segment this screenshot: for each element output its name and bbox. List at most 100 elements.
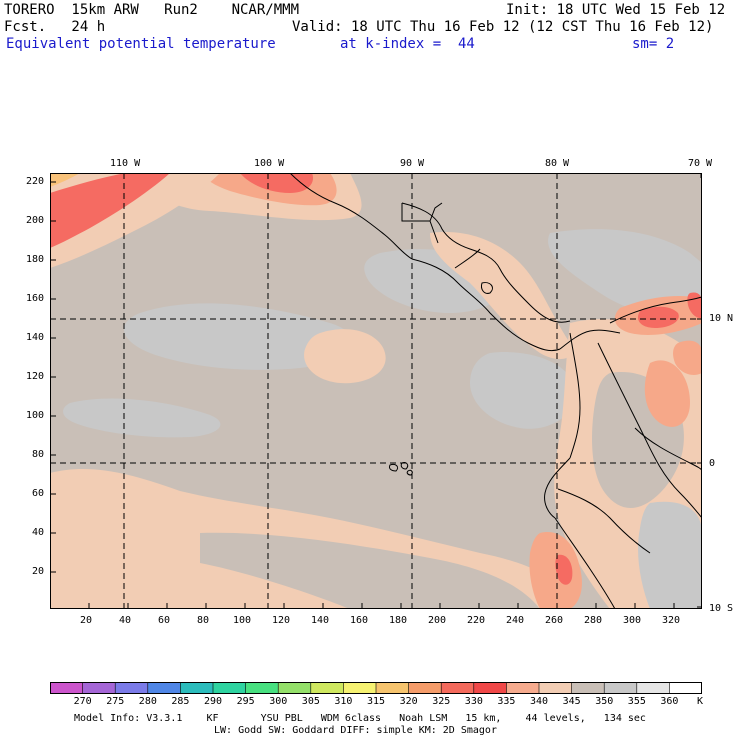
- y-index-label: 40: [31, 527, 44, 538]
- coastline-caribbean-sa: [609, 296, 702, 324]
- coastline-panama: [559, 329, 621, 350]
- x-index-label: 280: [584, 615, 603, 626]
- field-cold-patch: [470, 352, 576, 429]
- coastlines: [289, 173, 702, 609]
- colorbar-cell: [603, 682, 638, 694]
- border-sa-2: [634, 427, 702, 472]
- colorbar-cell: [571, 682, 605, 694]
- colorbar-tick-label: 275: [106, 696, 125, 707]
- x-index-label: 100: [233, 615, 252, 626]
- colorbar-cell: [375, 682, 410, 694]
- x-index-label: 60: [158, 615, 171, 626]
- x-index-label: 240: [506, 615, 525, 626]
- lat-label-0: 0: [709, 458, 716, 469]
- lon-label-100w: 100 W: [254, 158, 285, 169]
- graticule: [50, 173, 702, 609]
- colorbar-cell: [669, 682, 702, 694]
- lon-label-70w: 70 W: [688, 158, 713, 169]
- y-index-label: 60: [31, 488, 44, 499]
- forecast-hour: Fcst. 24 h: [4, 19, 106, 35]
- colorbar-cell: [473, 682, 508, 694]
- field-name: Equivalent potential temperature: [6, 36, 276, 52]
- x-index-label: 120: [272, 615, 291, 626]
- colorbar-tick-label: 290: [204, 696, 223, 707]
- y-index-label: 80: [31, 449, 44, 460]
- colorbar-tick-label: 295: [236, 696, 255, 707]
- lat-label-10s: 10 S: [709, 603, 734, 614]
- colorbar-cell: [440, 682, 475, 694]
- colorbar-cell: [408, 682, 443, 694]
- colorbar-cell: [212, 682, 247, 694]
- field-andes-hot: [644, 360, 690, 427]
- map-frame: [50, 173, 702, 609]
- x-index-label: 220: [467, 615, 486, 626]
- coastline-caribbean: [401, 202, 571, 323]
- y-index-label: 180: [25, 254, 44, 265]
- valid-time: Valid: 18 UTC Thu 16 Feb 12 (12 CST Thu …: [292, 19, 714, 35]
- y-index-label: 140: [25, 332, 44, 343]
- field-hot-nw-edge: [50, 173, 80, 187]
- colorbar-cell: [180, 682, 214, 694]
- colorbar-cell: [636, 682, 671, 694]
- field-antilles-hot: [687, 292, 702, 319]
- y-index-label: 120: [25, 371, 44, 382]
- colorbar-tick-label: 285: [171, 696, 190, 707]
- field-land-warm: [430, 232, 573, 360]
- colorbar-tick-label: 305: [301, 696, 320, 707]
- smoothing: sm= 2: [632, 36, 675, 52]
- colorbar-tick-label: 340: [530, 696, 549, 707]
- colorbar-tick-label: 310: [334, 696, 353, 707]
- colorbar-cell: [538, 682, 573, 694]
- colorbar-tick-label: 300: [269, 696, 288, 707]
- colorbar-cell: [245, 682, 280, 694]
- colorbar-tick-label: 360: [660, 696, 679, 707]
- x-index-label: 160: [350, 615, 369, 626]
- y-index-label: 100: [25, 410, 44, 421]
- colorbar-unit: K: [697, 696, 704, 707]
- colorbar-tick-label: 320: [399, 696, 418, 707]
- field-cold-patch: [63, 398, 221, 438]
- border-central-america: [401, 202, 481, 269]
- colorbar-cell: [343, 682, 377, 694]
- colorbar-tick-label: 325: [432, 696, 451, 707]
- coastline-peru: [554, 517, 616, 609]
- field-cold-patch: [123, 303, 352, 370]
- x-index-label: 200: [428, 615, 447, 626]
- colorbar-tick-label: 270: [73, 696, 92, 707]
- lat-label-10n: 10 N: [709, 313, 734, 324]
- frame-ticks: [50, 173, 702, 609]
- border-sa-3: [557, 488, 651, 554]
- coastline-colombia-pacific: [569, 332, 581, 459]
- coastline-mexico: [289, 173, 413, 260]
- physics-info: LW: Godd SW: Goddard DIFF: simple KM: 2D…: [214, 725, 497, 736]
- coastline-central-america: [411, 258, 561, 352]
- colorbar-tick-label: 280: [138, 696, 157, 707]
- colorbar-cell: [310, 682, 345, 694]
- x-index-label: 140: [311, 615, 330, 626]
- x-index-label: 300: [623, 615, 642, 626]
- island-cuba-tip: [481, 282, 493, 294]
- colorbar-tick-label: 330: [464, 696, 483, 707]
- field-peru-hottest: [555, 554, 573, 585]
- model-title: TORERO 15km ARW Run2 NCAR/MMM: [4, 2, 300, 18]
- lon-label-90w: 90 W: [400, 158, 425, 169]
- colorbar-cell: [50, 682, 84, 694]
- coastline-ecuador: [544, 457, 571, 519]
- field-hot-nw-core: [50, 173, 170, 248]
- x-index-label: 260: [545, 615, 564, 626]
- x-index-label: 20: [80, 615, 93, 626]
- lon-label-110w: 110 W: [110, 158, 141, 169]
- y-index-label: 200: [25, 215, 44, 226]
- map-panel: [50, 173, 702, 609]
- colorbar-cell: [277, 682, 312, 694]
- border-sa-1: [597, 342, 702, 519]
- field-cold-patch: [548, 229, 702, 317]
- field-colombia-hot: [673, 340, 702, 375]
- colorbar: [50, 682, 702, 694]
- colorbar-tick-label: 335: [497, 696, 516, 707]
- field-warm-blob: [304, 329, 386, 384]
- field-venez-hottest: [637, 306, 679, 328]
- level-index: at k-index = 44: [340, 36, 475, 52]
- lon-label-80w: 80 W: [545, 158, 570, 169]
- colorbar-cell: [82, 682, 116, 694]
